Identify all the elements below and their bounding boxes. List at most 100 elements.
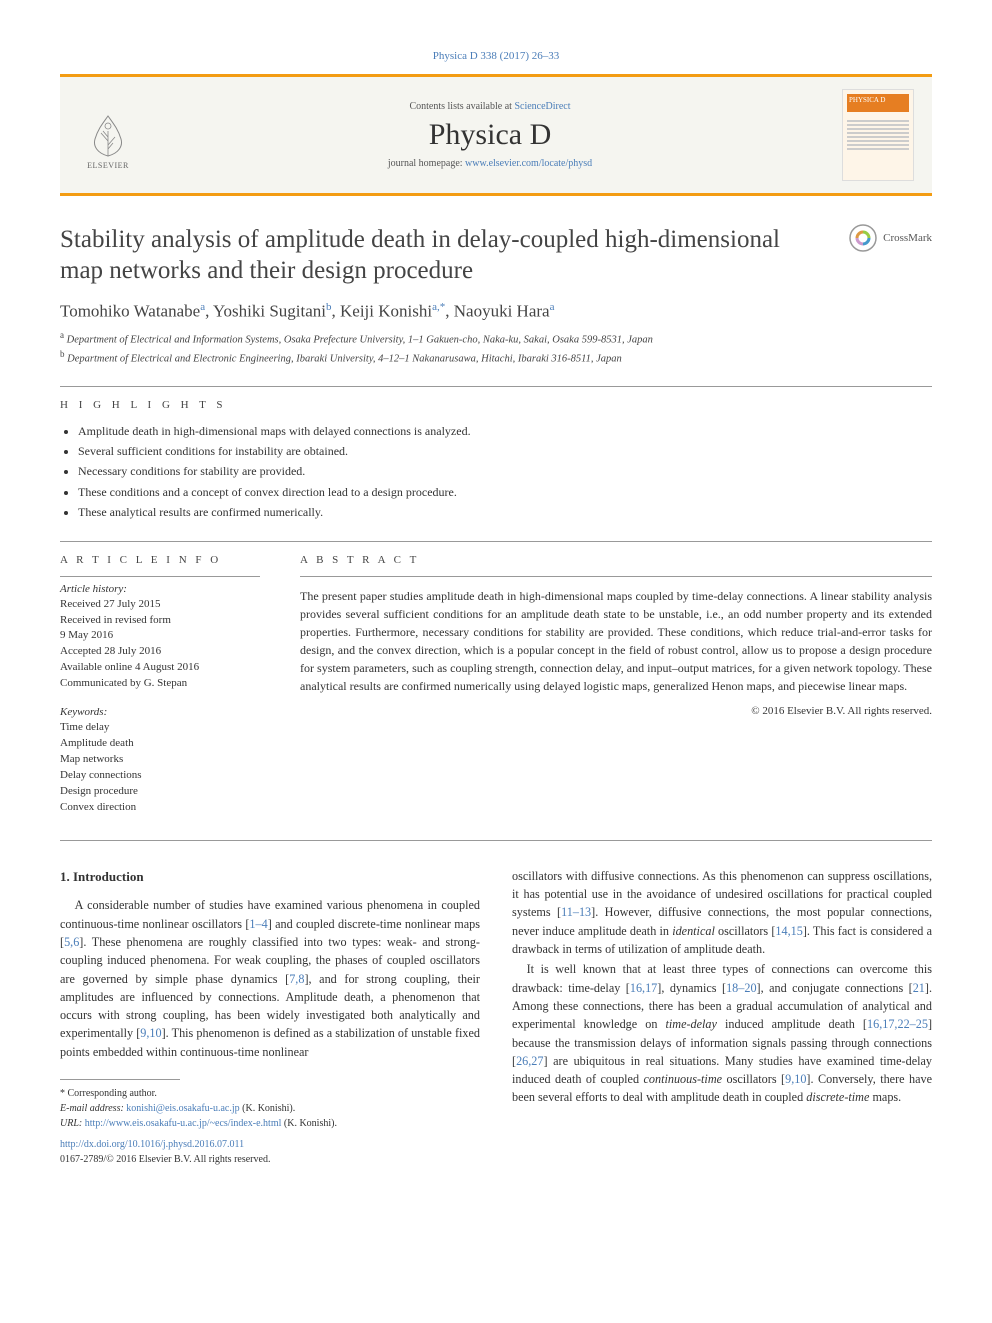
intro-p1: A considerable number of studies have ex…	[60, 896, 480, 1061]
homepage-prefix: journal homepage:	[388, 158, 465, 169]
journal-header: ELSEVIER Contents lists available at Sci…	[60, 74, 932, 196]
email-label: E-mail address:	[60, 1103, 126, 1114]
highlights: Amplitude death in high-dimensional maps…	[60, 421, 932, 523]
url-who: (K. Konishi).	[281, 1118, 337, 1129]
homepage-link[interactable]: www.elsevier.com/locate/physd	[465, 158, 592, 169]
sciencedirect-link[interactable]: ScienceDirect	[514, 101, 570, 112]
hist-comm: Communicated by G. Stepan	[60, 676, 260, 692]
affil-b: b Department of Electrical and Electroni…	[60, 348, 932, 367]
intro-p3: It is well known that at least three typ…	[512, 960, 932, 1106]
t: maps.	[869, 1090, 901, 1104]
corr-url: URL: http://www.eis.osakafu-u.ac.jp/~ecs…	[60, 1116, 480, 1131]
cover-thumb-lines	[847, 118, 909, 176]
highlights-label: H I G H L I G H T S	[60, 399, 932, 411]
cite[interactable]: 11–13	[561, 905, 591, 919]
article-info-label: A R T I C L E I N F O	[60, 554, 260, 566]
email-who: (K. Konishi).	[240, 1103, 296, 1114]
divider-2	[60, 541, 932, 542]
issn: 0167-2789/© 2016 Elsevier B.V. All right…	[60, 1152, 480, 1167]
highlight-item: These conditions and a concept of convex…	[78, 482, 932, 502]
cite[interactable]: 9,10	[140, 1026, 161, 1040]
article-info: A R T I C L E I N F O Article history: R…	[60, 554, 260, 816]
contents-prefix: Contents lists available at	[409, 101, 514, 112]
url-link[interactable]: http://www.eis.osakafu-u.ac.jp/~ecs/inde…	[85, 1118, 282, 1129]
kw-item: Convex direction	[60, 800, 260, 816]
cite[interactable]: 14,15	[775, 924, 802, 938]
corr-author: * Corresponding author.	[60, 1086, 480, 1101]
t: oscillators [	[715, 924, 776, 938]
corr-email: E-mail address: konishi@eis.osakafu-u.ac…	[60, 1101, 480, 1116]
keywords: Time delay Amplitude death Map networks …	[60, 720, 260, 816]
ital: continuous-time	[644, 1072, 723, 1086]
affil-b-text: Department of Electrical and Electronic …	[67, 354, 622, 365]
t: induced amplitude death [	[717, 1017, 867, 1031]
history-head: Article history:	[60, 583, 260, 595]
crossmark-label: CrossMark	[883, 232, 932, 244]
cover-thumb-label: PHYSICA D	[847, 94, 909, 112]
journal-cover-thumb: PHYSICA D	[842, 89, 914, 181]
ital: time-delay	[666, 1017, 717, 1031]
body-col-right: oscillators with diffusive connections. …	[512, 867, 932, 1167]
cite[interactable]: 5,6	[64, 935, 79, 949]
journal-name: Physica D	[156, 118, 824, 152]
hist-online: Available online 4 August 2016	[60, 660, 260, 676]
corr-text: Corresponding author.	[68, 1088, 157, 1099]
header-center: Contents lists available at ScienceDirec…	[156, 101, 824, 169]
body-col-left: 1. Introduction A considerable number of…	[60, 867, 480, 1167]
cite[interactable]: 1–4	[249, 917, 267, 931]
highlight-item: Amplitude death in high-dimensional maps…	[78, 421, 932, 441]
author-3-affil: a,	[432, 301, 440, 313]
divider-1	[60, 386, 932, 387]
top-reference: Physica D 338 (2017) 26–33	[60, 50, 932, 62]
title-row: Stability analysis of amplitude death in…	[60, 224, 932, 287]
kw-item: Delay connections	[60, 768, 260, 784]
elsevier-tree-icon	[83, 111, 133, 161]
highlight-item: These analytical results are confirmed n…	[78, 502, 932, 522]
crossmark[interactable]: CrossMark	[849, 224, 932, 252]
footnotes: * Corresponding author. E-mail address: …	[60, 1086, 480, 1131]
cite[interactable]: 26,27	[516, 1054, 543, 1068]
abstract-copyright: © 2016 Elsevier B.V. All rights reserved…	[300, 705, 932, 717]
keywords-head: Keywords:	[60, 706, 260, 718]
affil-a: a Department of Electrical and Informati…	[60, 329, 932, 348]
author-3: Keiji Konishi	[340, 301, 432, 320]
publisher-name: ELSEVIER	[87, 161, 129, 170]
t: oscillators [	[722, 1072, 785, 1086]
homepage-line: journal homepage: www.elsevier.com/locat…	[156, 158, 824, 169]
abstract-label: A B S T R A C T	[300, 554, 932, 566]
kw-item: Map networks	[60, 752, 260, 768]
doi[interactable]: http://dx.doi.org/10.1016/j.physd.2016.0…	[60, 1137, 480, 1152]
abstract-col: A B S T R A C T The present paper studie…	[300, 554, 932, 816]
authors: Tomohiko Watanabea, Yoshiki Sugitanib, K…	[60, 301, 932, 322]
kw-item: Time delay	[60, 720, 260, 736]
affil-a-text: Department of Electrical and Information…	[67, 335, 653, 346]
cite[interactable]: 9,10	[785, 1072, 806, 1086]
author-1: Tomohiko Watanabe	[60, 301, 200, 320]
intro-heading: 1. Introduction	[60, 867, 480, 887]
article-title: Stability analysis of amplitude death in…	[60, 224, 829, 287]
author-4: Naoyuki Hara	[454, 301, 550, 320]
email-link[interactable]: konishi@eis.osakafu-u.ac.jp	[126, 1103, 239, 1114]
cite[interactable]: 7,8	[289, 972, 304, 986]
page: Physica D 338 (2017) 26–33 ELSEVIER Cont…	[0, 0, 992, 1217]
cite[interactable]: 18–20	[726, 981, 756, 995]
divider-3	[60, 840, 932, 841]
t: ], dynamics [	[657, 981, 726, 995]
info-abstract-row: A R T I C L E I N F O Article history: R…	[60, 554, 932, 816]
abstract-divider	[300, 576, 932, 577]
hist-revised-1: Received in revised form	[60, 613, 260, 629]
intro-p2: oscillators with diffusive connections. …	[512, 867, 932, 958]
ital: discrete-time	[806, 1090, 869, 1104]
hist-accepted: Accepted 28 July 2016	[60, 644, 260, 660]
highlight-item: Necessary conditions for stability are p…	[78, 461, 932, 481]
url-label: URL:	[60, 1118, 85, 1129]
cite[interactable]: 16,17,22–25	[867, 1017, 928, 1031]
cite[interactable]: 16,17	[630, 981, 657, 995]
kw-item: Design procedure	[60, 784, 260, 800]
footnote-divider	[60, 1079, 180, 1080]
contents-available: Contents lists available at ScienceDirec…	[156, 101, 824, 112]
author-2: Yoshiki Sugitani	[213, 301, 326, 320]
cite[interactable]: 21	[913, 981, 925, 995]
kw-item: Amplitude death	[60, 736, 260, 752]
crossmark-icon	[849, 224, 877, 252]
